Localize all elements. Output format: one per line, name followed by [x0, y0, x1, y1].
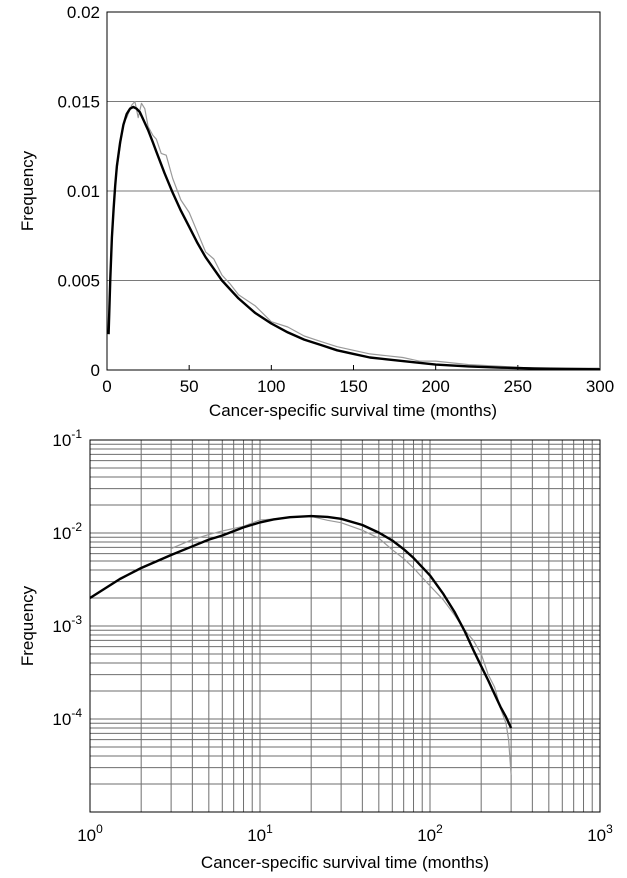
bottom-y-axis-label: Frequency	[18, 585, 37, 666]
tick-exponent: 2	[436, 822, 443, 836]
top-y-tick-label: 0.02	[67, 3, 100, 22]
tick-base: 10	[52, 617, 71, 636]
top-y-tick-label: 0.015	[57, 93, 100, 112]
top-x-tick-label: 250	[504, 377, 532, 396]
tick-base: 10	[52, 431, 71, 450]
tick-exponent: 1	[266, 822, 273, 836]
bottom-y-tick-label: 10-1	[52, 427, 82, 450]
tick-exponent: 3	[606, 822, 613, 836]
top-y-tick-label: 0.005	[57, 272, 100, 291]
top-y-tick-label: 0.01	[67, 182, 100, 201]
top-y-axis-label: Frequency	[18, 150, 37, 231]
top-x-tick-label: 150	[339, 377, 367, 396]
top-x-tick-label: 50	[180, 377, 199, 396]
top-ticks: 0 0.005 0.01 0.015 0.02 0 50 100 150 200 250 300	[57, 3, 614, 396]
tick-base: 10	[587, 826, 606, 845]
tick-base: 10	[417, 826, 436, 845]
bottom-plot-frame	[89, 439, 601, 813]
tick-exponent: -3	[71, 613, 82, 627]
tick-exponent: -2	[71, 520, 82, 534]
top-x-tick-label: 200	[421, 377, 449, 396]
top-empirical-series-line	[108, 100, 600, 369]
tick-exponent: -4	[71, 706, 82, 720]
top-x-axis-label: Cancer-specific survival time (months)	[209, 401, 497, 420]
bottom-x-tick-label: 101	[247, 822, 273, 845]
top-fitted-series-line	[107, 105, 601, 371]
bottom-y-tick-label: 10-2	[52, 520, 82, 543]
bottom-empirical-series-line	[170, 515, 512, 776]
bottom-x-tick-label: 100	[77, 822, 103, 845]
tick-exponent: -1	[71, 427, 82, 441]
bottom-gridlines	[90, 440, 600, 812]
tick-base: 10	[52, 710, 71, 729]
tick-exponent: 0	[96, 822, 103, 836]
linear-frequency-chart: 0 0.005 0.01 0.015 0.02 0 50 100 150 200 250 300 Ca…	[18, 3, 614, 420]
bottom-y-tick-label: 10-4	[52, 706, 82, 729]
top-y-tick-label: 0	[91, 361, 100, 380]
bottom-x-tick-label: 103	[587, 822, 613, 845]
tick-base: 10	[52, 524, 71, 543]
tick-base: 10	[77, 826, 96, 845]
top-x-tick-label: 300	[586, 377, 614, 396]
top-series	[107, 100, 601, 371]
bottom-y-tick-label: 10-3	[52, 613, 82, 636]
tick-base: 10	[247, 826, 266, 845]
top-gridlines	[107, 101, 600, 281]
top-x-tick-label: 100	[257, 377, 285, 396]
bottom-fitted-series-line	[89, 514, 513, 729]
bottom-series	[89, 514, 513, 776]
bottom-x-tick-label: 102	[417, 822, 443, 845]
bottom-x-axis-label: Cancer-specific survival time (months)	[201, 853, 489, 872]
top-x-tick-label: 0	[102, 377, 111, 396]
